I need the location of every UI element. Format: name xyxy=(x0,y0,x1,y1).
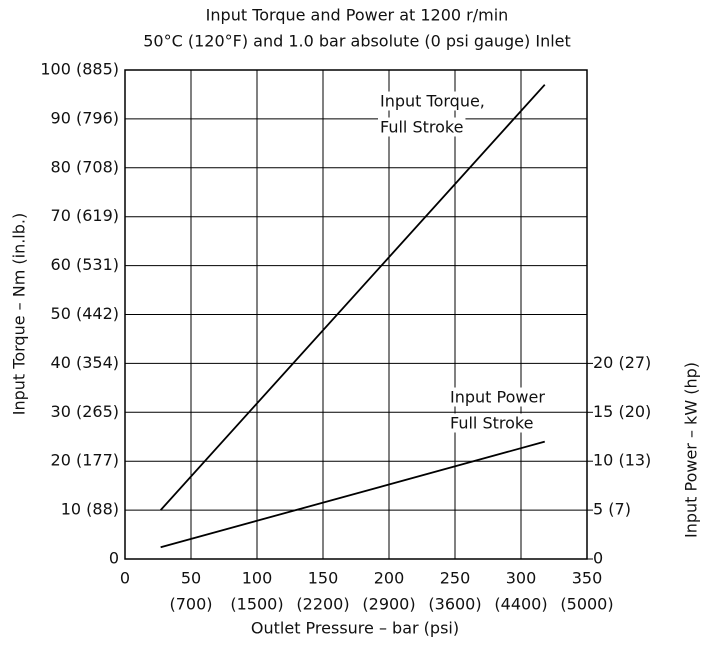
x-tick-sublabel: (5000) xyxy=(560,595,613,614)
x-tick-label: 0 xyxy=(120,569,130,588)
y-tick-label: 60 (531) xyxy=(51,255,119,274)
label-background xyxy=(448,413,536,433)
chart-subtitle: 50°C (120°F) and 1.0 bar absolute (0 psi… xyxy=(143,32,571,51)
x-axis-label: Outlet Pressure – bar (psi) xyxy=(251,619,459,638)
series-label: Input Torque, xyxy=(380,92,485,111)
y-tick-label: 30 (265) xyxy=(51,402,119,421)
y2-tick-label: 20 (27) xyxy=(593,353,651,372)
y-tick-label: 0 xyxy=(109,549,119,568)
y2-axis-label: Input Power – kW (hp) xyxy=(682,362,701,538)
x-tick-sublabel: (4400) xyxy=(494,595,547,614)
series-line xyxy=(159,84,546,511)
x-tick-label: 300 xyxy=(506,569,537,588)
x-tick-sublabel: (1500) xyxy=(230,595,283,614)
label-background xyxy=(448,387,548,407)
series-line xyxy=(160,440,545,549)
x-tick-label: 50 xyxy=(181,569,201,588)
x-tick-sublabel: (2200) xyxy=(296,595,349,614)
y2-tick-label: 0 xyxy=(593,549,603,568)
y-axis-label: Input Torque – Nm (in.lb.) xyxy=(10,213,29,415)
x-tick-label: 250 xyxy=(440,569,471,588)
label-background xyxy=(378,91,487,111)
x-tick-sublabel: (2900) xyxy=(362,595,415,614)
y-tick-label: 80 (708) xyxy=(51,157,119,176)
y2-tick-label: 15 (20) xyxy=(593,402,651,421)
y2-tick-label: 10 (13) xyxy=(593,451,651,470)
y-tick-label: 70 (619) xyxy=(51,206,119,225)
chart-title: Input Torque and Power at 1200 r/min xyxy=(206,6,509,25)
y-tick-label: 100 (885) xyxy=(40,60,119,79)
series-label: Input Power xyxy=(450,388,545,407)
y-tick-label: 50 (442) xyxy=(51,304,119,323)
y2-tick-label: 5 (7) xyxy=(593,500,631,519)
x-tick-label: 100 xyxy=(242,569,273,588)
y-tick-label: 90 (796) xyxy=(51,108,119,127)
x-tick-sublabel: (3600) xyxy=(428,595,481,614)
x-tick-label: 200 xyxy=(374,569,405,588)
x-tick-label: 350 xyxy=(572,569,603,588)
series-label: Full Stroke xyxy=(380,118,463,137)
x-tick-sublabel: (700) xyxy=(169,595,212,614)
y-tick-label: 10 (88) xyxy=(61,500,119,519)
label-background xyxy=(378,117,466,137)
y-tick-label: 40 (354) xyxy=(51,353,119,372)
series-label: Full Stroke xyxy=(450,414,533,433)
plot-frame xyxy=(124,69,588,560)
y-tick-label: 20 (177) xyxy=(51,451,119,470)
x-tick-label: 150 xyxy=(308,569,339,588)
